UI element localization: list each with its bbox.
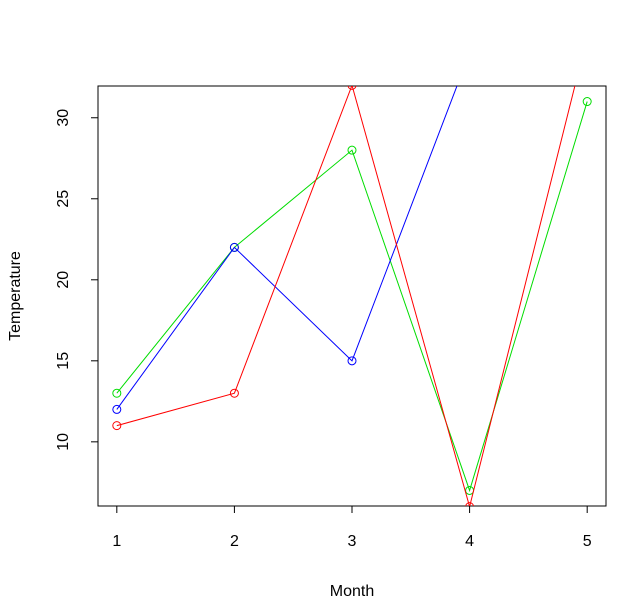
plot-area	[112, 17, 592, 506]
y-tick-label: 10	[55, 433, 72, 451]
x-tick-label: 5	[583, 533, 592, 550]
point	[347, 145, 357, 155]
point	[582, 97, 592, 107]
point	[112, 421, 122, 431]
point	[465, 502, 475, 506]
plot-box	[97, 85, 607, 507]
x-tick-label: 1	[112, 533, 121, 550]
point	[583, 33, 591, 41]
x-tick-label: 4	[465, 533, 474, 550]
point	[347, 356, 357, 366]
y-tick-label: 20	[55, 271, 72, 289]
y-tick-label: 15	[55, 352, 72, 370]
point	[229, 388, 239, 398]
y-tick-label: 30	[55, 109, 72, 127]
point	[112, 388, 122, 398]
point	[229, 242, 239, 252]
x-axis-label: Month	[330, 583, 374, 600]
series-line	[116, 86, 458, 410]
point	[583, 17, 591, 25]
point	[112, 404, 122, 414]
y-axis-label: Temperature	[7, 251, 24, 341]
x-tick-label: 2	[230, 533, 239, 550]
point	[466, 49, 474, 57]
y-tick-label: 25	[55, 190, 72, 208]
point	[347, 86, 357, 90]
series-line	[116, 101, 588, 493]
series-line	[116, 86, 576, 506]
x-tick-label: 3	[348, 533, 357, 550]
